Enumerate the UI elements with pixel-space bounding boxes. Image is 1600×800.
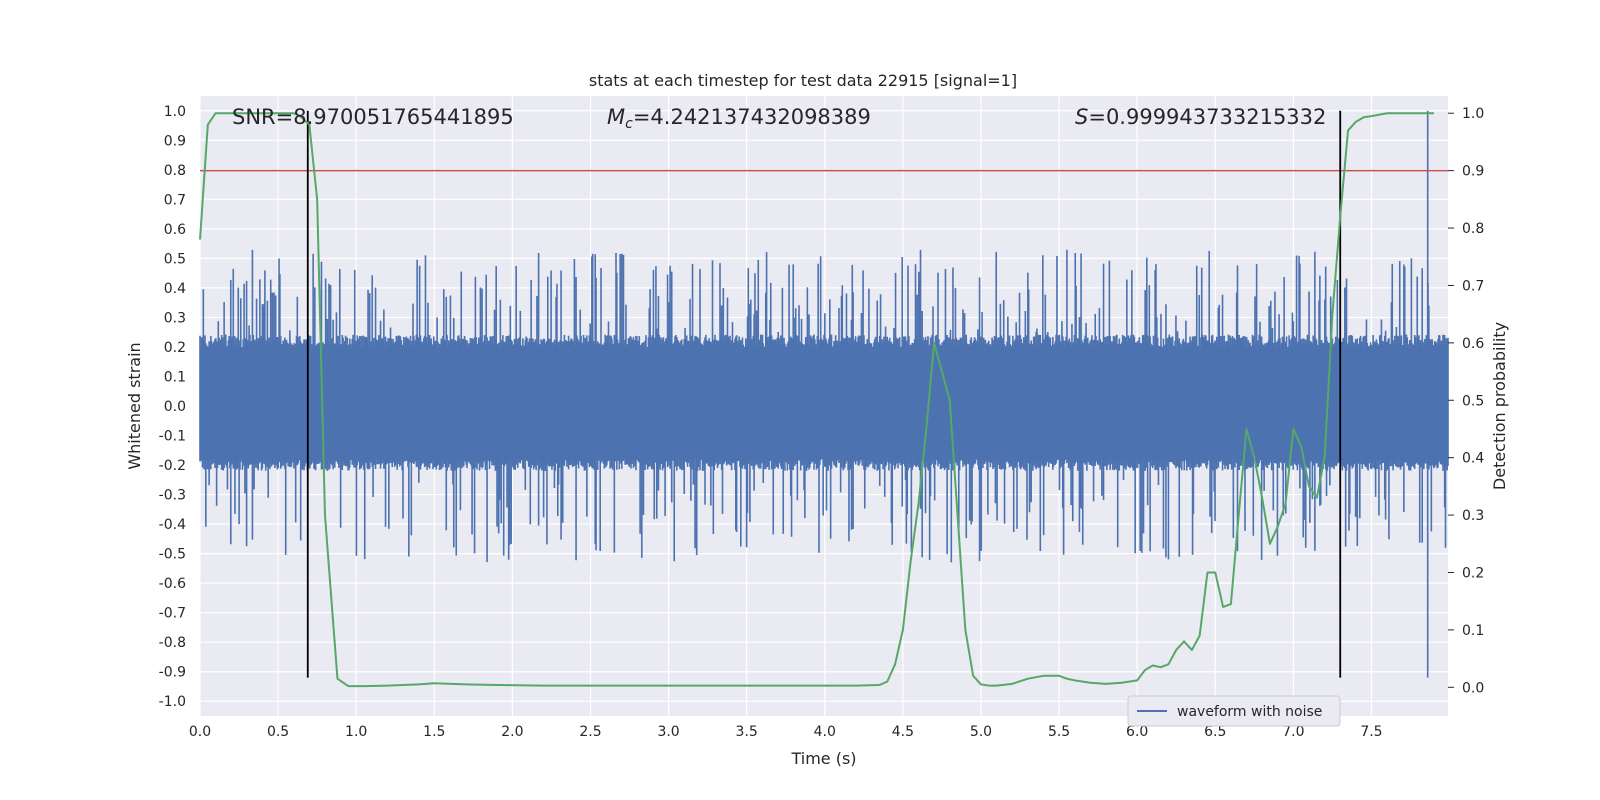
x-tick-label: 0.5 xyxy=(267,724,289,740)
y-left-tick-label: 1.0 xyxy=(164,104,186,120)
y-left-tick-label: 0.3 xyxy=(164,310,186,326)
snr-annotation: SNR=8.970051765441895 xyxy=(232,105,514,129)
y-left-tick-label: -0.8 xyxy=(159,635,186,651)
y-left-tick-label: 0.4 xyxy=(164,281,186,297)
chirp-mass-symbol: M xyxy=(607,105,625,129)
score-annotation: S=0.999943733215332 xyxy=(1075,105,1326,129)
score-value: =0.999943733215332 xyxy=(1088,105,1326,129)
y-left-tick-label: -0.2 xyxy=(159,458,186,474)
x-tick-label: 1.5 xyxy=(423,724,445,740)
y-right-tick-label: 0.9 xyxy=(1462,164,1484,180)
y-axis-right-label: Detection probability xyxy=(1490,322,1509,490)
waveform-series xyxy=(199,110,1449,678)
y-axis-right: 0.0 0.1 0.2 0.3 0.4 0.5 0.6 0.7 0.8 0.9 1.0 xyxy=(1448,106,1484,696)
x-tick-label: 6.0 xyxy=(1126,724,1148,740)
y-left-tick-label: -0.4 xyxy=(159,517,186,533)
y-left-tick-label: -0.7 xyxy=(159,606,186,622)
chirp-mass-subscript: c xyxy=(625,116,633,132)
y-right-tick-label: 0.6 xyxy=(1462,336,1484,352)
waveform-trace xyxy=(199,110,1449,678)
x-tick-label: 1.0 xyxy=(345,724,367,740)
y-left-tick-label: 0.1 xyxy=(164,369,186,385)
y-left-tick-label: -1.0 xyxy=(159,694,186,710)
y-right-tick-label: 0.4 xyxy=(1462,451,1484,467)
y-right-tick-label: 0.1 xyxy=(1462,623,1484,639)
chart-title: stats at each timestep for test data 229… xyxy=(589,71,1017,90)
y-left-tick-label: 0.5 xyxy=(164,251,186,267)
legend-label-waveform: waveform with noise xyxy=(1177,704,1322,720)
x-tick-label: 5.5 xyxy=(1048,724,1070,740)
legend-box xyxy=(1127,695,1341,727)
y-left-tick-label: 0.8 xyxy=(164,163,186,179)
x-tick-label: 4.0 xyxy=(814,724,836,740)
y-right-tick-label: 0.0 xyxy=(1462,680,1484,696)
y-right-tick-label: 1.0 xyxy=(1462,106,1484,122)
x-axis-label: Time (s) xyxy=(790,749,856,768)
y-right-tick-label: 0.8 xyxy=(1462,221,1484,237)
y-left-tick-label: -0.5 xyxy=(159,547,186,563)
x-tick-label: 2.0 xyxy=(501,724,523,740)
y-left-tick-label: 0.0 xyxy=(164,399,186,415)
chirp-mass-value: =4.242137432098389 xyxy=(633,105,871,129)
x-tick-label: 7.0 xyxy=(1282,724,1304,740)
legend: waveform with noise xyxy=(1127,695,1341,727)
x-tick-label: 0.0 xyxy=(189,724,211,740)
y-right-tick-label: 0.5 xyxy=(1462,393,1484,409)
score-symbol: S xyxy=(1075,105,1088,129)
x-tick-label: 7.5 xyxy=(1360,724,1382,740)
x-tick-label: 2.5 xyxy=(579,724,601,740)
y-left-tick-label: -0.1 xyxy=(159,429,186,445)
y-left-tick-label: -0.3 xyxy=(159,488,186,504)
x-axis: 0.0 0.5 1.0 1.5 2.0 2.5 3.0 3.5 4.0 4.5 5.0 5.5 6.0 6… xyxy=(189,724,1383,740)
probability-line xyxy=(199,112,1434,688)
x-tick-label: 5.0 xyxy=(970,724,992,740)
x-tick-label: 4.5 xyxy=(892,724,914,740)
y-left-tick-label: 0.9 xyxy=(164,133,186,149)
y-left-tick-label: -0.6 xyxy=(159,576,186,592)
chirp-mass-annotation: Mc=4.242137432098389 xyxy=(607,105,871,132)
y-left-tick-label: 0.7 xyxy=(164,192,186,208)
x-tick-label: 6.5 xyxy=(1204,724,1226,740)
probability-series xyxy=(199,112,1434,688)
y-right-tick-label: 0.2 xyxy=(1462,565,1484,581)
y-left-tick-label: 0.2 xyxy=(164,340,186,356)
marker-layer xyxy=(200,110,1448,678)
y-left-tick-label: 0.6 xyxy=(164,222,186,238)
x-tick-label: 3.0 xyxy=(657,724,679,740)
y-axis-left: -1.0 -0.9 -0.8 -0.7 -0.6 -0.5 -0.4 -0.3 -0.2 -0.1… xyxy=(159,104,186,710)
y-left-tick-label: -0.9 xyxy=(159,665,186,681)
x-tick-label: 3.5 xyxy=(736,724,758,740)
y-right-tick-label: 0.3 xyxy=(1462,508,1484,524)
y-axis-left-label: Whitened strain xyxy=(125,342,144,469)
y-right-tick-label: 0.7 xyxy=(1462,278,1484,294)
